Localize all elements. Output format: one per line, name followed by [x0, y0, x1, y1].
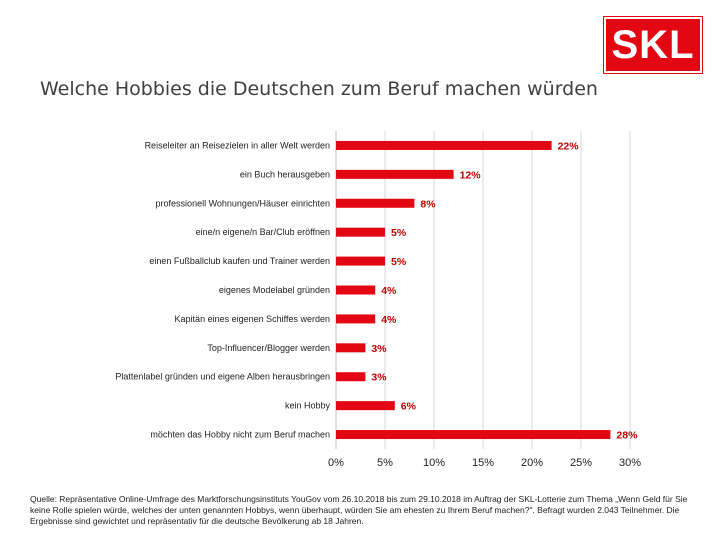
category-label: Top-Influencer/Blogger werden	[207, 343, 330, 353]
chart-title: Welche Hobbies die Deutschen zum Beruf m…	[40, 78, 598, 100]
data-label: 4%	[381, 314, 397, 326]
x-tick-label: 5%	[377, 457, 393, 469]
bar	[336, 314, 376, 324]
x-tick-label: 25%	[570, 457, 592, 469]
data-label: 12%	[460, 169, 482, 181]
category-label: professionell Wohnungen/Häuser einrichte…	[156, 198, 330, 208]
skl-logo: SKL	[604, 17, 702, 73]
x-tick-label: 0%	[328, 457, 344, 469]
category-label: eigenes Modelabel gründen	[219, 285, 330, 295]
data-label: 8%	[420, 198, 436, 210]
category-label: ein Buch herausgeben	[240, 169, 330, 179]
data-label: 5%	[391, 227, 407, 239]
logo-text: SKL	[611, 23, 695, 67]
category-label: einen Fußballclub kaufen und Trainer wer…	[149, 256, 330, 266]
category-label: kein Hobby	[285, 401, 331, 411]
bar	[336, 256, 385, 266]
x-tick-label: 30%	[619, 457, 641, 469]
data-label: 6%	[401, 401, 417, 413]
bar	[336, 372, 366, 382]
data-label: 22%	[558, 140, 580, 152]
bar	[336, 227, 385, 237]
source-note: Quelle: Repräsentative Online-Umfrage de…	[30, 494, 688, 526]
data-label: 3%	[371, 343, 387, 355]
bar	[336, 198, 415, 208]
x-tick-label: 20%	[521, 457, 543, 469]
category-label: eine/n eigene/n Bar/Club eröffnen	[196, 227, 330, 237]
bar	[336, 285, 376, 295]
bar	[336, 169, 454, 179]
data-label: 28%	[616, 430, 638, 442]
category-label: Kapitän eines eigenen Schiffes werden	[175, 314, 330, 324]
data-label: 4%	[381, 285, 397, 297]
x-tick-label: 10%	[423, 457, 445, 469]
bar	[336, 401, 395, 411]
bar	[336, 430, 611, 440]
x-tick-label: 15%	[472, 457, 494, 469]
category-label: Reiseleiter an Reisezielen in aller Welt…	[145, 140, 330, 150]
data-label: 3%	[371, 372, 387, 384]
bar	[336, 140, 552, 150]
data-label: 5%	[391, 256, 407, 268]
bar-chart: Reiseleiter an Reisezielen in aller Welt…	[115, 131, 641, 469]
bar	[336, 343, 366, 353]
category-label: Plattenlabel gründen und eigene Alben he…	[115, 372, 330, 382]
category-label: möchten das Hobby nicht zum Beruf machen	[150, 430, 330, 440]
